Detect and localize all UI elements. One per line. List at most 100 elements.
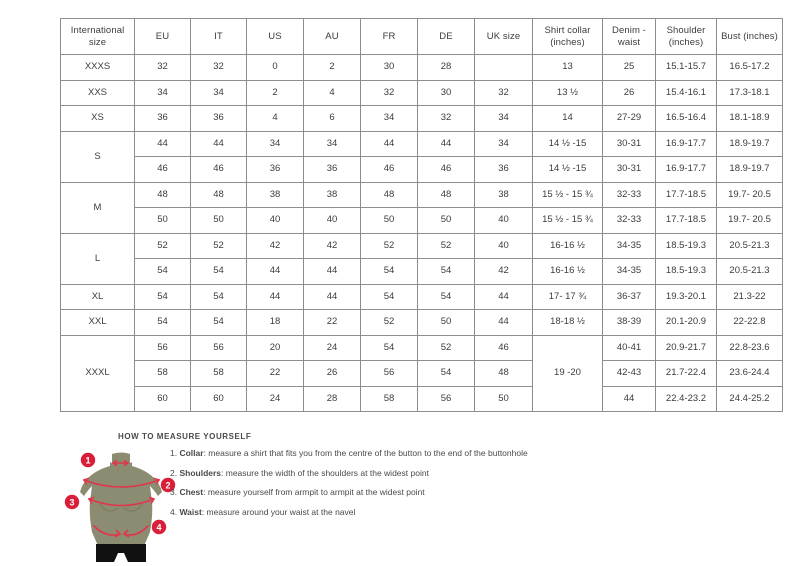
cell-au: 26 <box>303 360 361 387</box>
instruction-number: 1. <box>170 448 178 458</box>
cell-bust: 19.7- 20.5 <box>716 181 783 208</box>
cell-eu: 48 <box>134 181 191 208</box>
cell-uk-size: 44 <box>474 283 533 310</box>
cell-denim-waist: 32-33 <box>602 181 656 208</box>
cell-fr: 34 <box>360 105 418 132</box>
cell-it: 54 <box>190 258 247 285</box>
table-row: 50 50 40 40 50 50 40 15 ½ - 15 ¾ 32-33 17.7-18.5 1… <box>61 207 783 234</box>
cell-eu: 54 <box>134 258 191 285</box>
cell-shirt-collar: 16-16 ½ <box>532 232 603 259</box>
cell-it: 34 <box>190 79 247 106</box>
cell-uk-size: 34 <box>474 130 533 157</box>
cell-bust: 24.4-25.2 <box>716 385 783 412</box>
cell-de: 54 <box>417 283 475 310</box>
cell-eu: 54 <box>134 309 191 336</box>
cell-bust: 21.3-22 <box>716 283 783 310</box>
instruction-number: 3. <box>170 487 178 498</box>
cell-bust: 18.9-19.7 <box>716 156 783 183</box>
cell-uk-size: 34 <box>474 105 533 132</box>
cell-shoulder: 18.5-19.3 <box>655 232 717 259</box>
instruction-number: 4. <box>170 507 178 518</box>
table-row: M 48 48 38 38 48 48 38 15 ½ - 15 ¾ 32-33 17.7-18.5… <box>60 181 783 234</box>
cell-shirt-collar: 14 ½ -15 <box>532 130 603 157</box>
badge-2: 2 <box>160 477 176 493</box>
cell-shirt-collar: 14 ½ -15 <box>532 156 603 183</box>
cell-eu: 46 <box>134 156 191 183</box>
cell-eu: 60 <box>134 385 191 412</box>
table-row: 60 60 24 28 58 56 50 44 22.4-23.2 24.4-25.2 <box>61 385 783 412</box>
instruction-label: Waist <box>179 507 202 518</box>
instruction-number: 2. <box>170 467 178 478</box>
cell-bust: 23.6-24.4 <box>716 360 783 387</box>
chest-measure-arrow <box>87 496 156 507</box>
cell-it: 58 <box>190 360 247 387</box>
cell-shoulder: 17.7-18.5 <box>655 207 717 234</box>
badge-2-label: 2 <box>165 481 170 491</box>
header-line-2: waist <box>617 36 641 48</box>
header-line-1: International <box>70 24 125 36</box>
cell-bust: 20.5-21.3 <box>716 232 783 259</box>
cell-uk-size: 38 <box>474 181 533 208</box>
cell-shirt-collar: 13 <box>532 54 603 81</box>
cell-uk-size: 42 <box>474 258 533 285</box>
torso-diagram-svg: 1 2 3 4 <box>64 452 176 562</box>
cell-international-size: XXXL <box>60 334 135 412</box>
instruction-label: Chest <box>179 487 204 498</box>
cell-shoulder: 22.4-23.2 <box>655 385 717 412</box>
cell-shoulder: 16.5-16.4 <box>655 105 717 132</box>
cell-us: 4 <box>246 105 304 132</box>
cell-fr: 44 <box>360 130 418 157</box>
column-header-international-size: International size <box>60 18 135 55</box>
column-header-shirt-collar: Shirt collar (inches) <box>532 18 603 55</box>
cell-uk-size: 50 <box>474 385 533 412</box>
cell-eu: 32 <box>134 54 191 81</box>
cell-denim-waist: 40-41 <box>602 334 656 361</box>
column-header-shoulder: Shoulder (inches) <box>655 18 717 55</box>
cell-shirt-collar: 15 ½ - 15 ¾ <box>532 181 603 208</box>
table-header-row: International size EU IT US AU FR DE UK … <box>60 18 783 55</box>
cell-it: 32 <box>190 54 247 81</box>
cell-eu: 50 <box>134 207 191 234</box>
cell-au: 36 <box>303 156 361 183</box>
instruction-text: : measure a shirt that fits you from the… <box>203 448 528 458</box>
cell-fr: 52 <box>360 309 418 336</box>
cell-eu: 44 <box>134 130 191 157</box>
cell-fr: 50 <box>360 207 418 234</box>
cell-it: 44 <box>190 130 247 157</box>
cell-fr: 54 <box>360 283 418 310</box>
cell-uk-size <box>474 54 533 81</box>
cell-uk-size: 46 <box>474 334 533 361</box>
table-row: XXL 54 54 18 22 52 50 44 18-18 ½ 38-39 20.1-20.9 22… <box>60 309 783 336</box>
instruction-text: : measure the width of the shoulders at … <box>221 467 429 478</box>
cell-de: 56 <box>417 385 475 412</box>
cell-au: 44 <box>303 283 361 310</box>
chest-contour-right <box>123 503 143 512</box>
cell-eu: 34 <box>134 79 191 106</box>
cell-us: 24 <box>246 385 304 412</box>
cell-eu: 36 <box>134 105 191 132</box>
cell-shoulder: 21.7-22.4 <box>655 360 717 387</box>
cell-bust: 19.7- 20.5 <box>716 207 783 234</box>
cell-au: 6 <box>303 105 361 132</box>
table-row: XS 36 36 4 6 34 32 34 14 27-29 16.5-16.4 18.1-18.9 <box>60 105 783 132</box>
cell-bust: 16.5-17.2 <box>716 54 783 81</box>
cell-denim-waist: 27-29 <box>602 105 656 132</box>
cell-fr: 56 <box>360 360 418 387</box>
cell-bust: 22.8-23.6 <box>716 334 783 361</box>
cell-de: 52 <box>417 334 475 361</box>
cell-shirt-collar: 14 <box>532 105 603 132</box>
cell-uk-size: 48 <box>474 360 533 387</box>
cell-international-size: XXS <box>60 79 135 106</box>
cell-au: 44 <box>303 258 361 285</box>
cell-international-size: XXL <box>60 309 135 336</box>
cell-us: 34 <box>246 130 304 157</box>
chest-contour-left <box>99 503 119 512</box>
cell-uk-size: 36 <box>474 156 533 183</box>
cell-uk-size: 44 <box>474 309 533 336</box>
cell-denim-waist: 32-33 <box>602 207 656 234</box>
badge-3-label: 3 <box>69 498 74 508</box>
cell-international-size: L <box>60 232 135 285</box>
table-header: International size EU IT US AU FR DE UK … <box>60 18 783 55</box>
column-header-bust: Bust (inches) <box>716 18 783 55</box>
cell-eu: 58 <box>134 360 191 387</box>
